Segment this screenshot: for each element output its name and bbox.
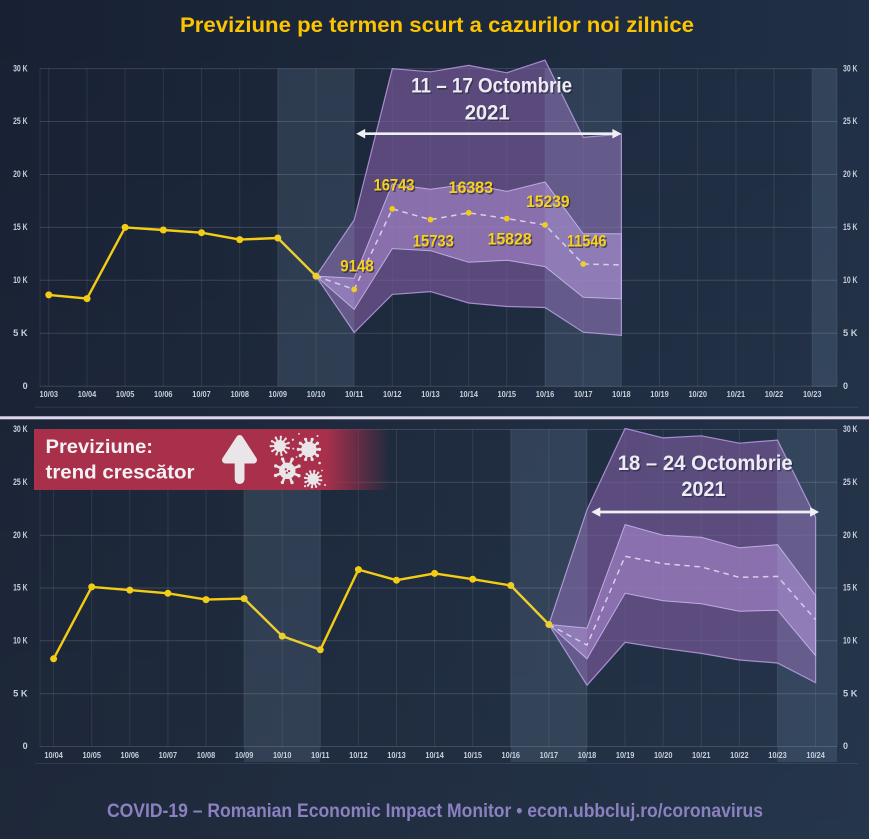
svg-text:20 K: 20 K	[843, 169, 858, 179]
svg-text:10/07: 10/07	[159, 751, 178, 760]
svg-text:10/04: 10/04	[78, 390, 97, 399]
svg-text:10/22: 10/22	[730, 751, 749, 760]
svg-text:15828: 15828	[489, 232, 533, 250]
svg-text:10/05: 10/05	[82, 751, 101, 760]
svg-text:15239: 15239	[526, 193, 570, 211]
svg-text:16743: 16743	[375, 178, 416, 196]
svg-text:10/11: 10/11	[345, 390, 364, 399]
svg-text:10/07: 10/07	[192, 390, 211, 399]
svg-text:2021: 2021	[465, 100, 510, 124]
svg-text:15 K: 15 K	[843, 222, 858, 232]
svg-text:10/10: 10/10	[273, 751, 292, 760]
svg-text:15 K: 15 K	[13, 222, 28, 232]
svg-text:15733: 15733	[414, 234, 455, 252]
svg-text:10/23: 10/23	[768, 751, 787, 760]
svg-text:0: 0	[23, 741, 28, 751]
svg-text:9148: 9148	[342, 259, 376, 277]
svg-text:5 K: 5 K	[843, 328, 858, 338]
svg-text:16383: 16383	[449, 179, 494, 197]
svg-text:15733: 15733	[413, 233, 454, 251]
svg-text:10/24: 10/24	[806, 751, 825, 760]
svg-text:16383: 16383	[450, 181, 495, 199]
svg-text:COVID-19 – Romanian Economic I: COVID-19 – Romanian Economic Impact Moni…	[107, 800, 763, 822]
svg-text:10/16: 10/16	[536, 390, 555, 399]
svg-text:30 K: 30 K	[843, 63, 858, 73]
svg-text:10/19: 10/19	[650, 390, 669, 399]
svg-text:10 K: 10 K	[843, 636, 858, 646]
svg-text:11546: 11546	[568, 234, 608, 252]
svg-text:10/15: 10/15	[498, 390, 517, 399]
svg-text:10/23: 10/23	[803, 390, 822, 399]
svg-text:10/04: 10/04	[44, 751, 63, 760]
svg-text:10/20: 10/20	[688, 390, 707, 399]
svg-text:10/09: 10/09	[269, 390, 288, 399]
svg-text:10/05: 10/05	[116, 390, 135, 399]
svg-text:18 – 24 Octombrie: 18 – 24 Octombrie	[618, 451, 793, 475]
svg-text:10/22: 10/22	[765, 390, 784, 399]
svg-text:20 K: 20 K	[13, 530, 28, 540]
svg-text:0: 0	[843, 381, 848, 391]
svg-text:10/19: 10/19	[616, 751, 635, 760]
svg-text:10/17: 10/17	[540, 751, 559, 760]
svg-text:Previziune:: Previziune:	[46, 437, 154, 458]
svg-text:10/12: 10/12	[383, 390, 402, 399]
svg-text:10/08: 10/08	[197, 751, 216, 760]
svg-text:0: 0	[843, 741, 848, 751]
svg-text:15 K: 15 K	[13, 583, 28, 593]
svg-text:25 K: 25 K	[13, 116, 28, 126]
svg-text:30 K: 30 K	[843, 424, 858, 434]
svg-text:10/13: 10/13	[387, 751, 406, 760]
svg-text:10/16: 10/16	[502, 751, 521, 760]
svg-text:11 – 17 Octombrie: 11 – 17 Octombrie	[411, 74, 572, 98]
svg-text:10/09: 10/09	[235, 751, 254, 760]
svg-text:15 K: 15 K	[843, 583, 858, 593]
svg-text:10/14: 10/14	[459, 390, 478, 399]
svg-text:25 K: 25 K	[843, 477, 858, 487]
svg-text:18 – 24 Octombrie: 18 – 24 Octombrie	[619, 452, 794, 476]
svg-text:25 K: 25 K	[843, 116, 858, 126]
svg-text:20 K: 20 K	[843, 530, 858, 540]
svg-text:2021: 2021	[683, 479, 727, 503]
svg-text:10/03: 10/03	[40, 390, 59, 399]
svg-text:5 K: 5 K	[13, 688, 28, 698]
svg-text:10/20: 10/20	[654, 751, 673, 760]
svg-text:10/18: 10/18	[578, 751, 597, 760]
svg-text:16743: 16743	[374, 177, 415, 195]
svg-text:10/11: 10/11	[311, 751, 330, 760]
svg-text:2021: 2021	[681, 477, 725, 501]
svg-text:trend crescător: trend crescător	[46, 463, 196, 484]
svg-text:0: 0	[23, 381, 28, 391]
svg-text:10/10: 10/10	[307, 390, 326, 399]
svg-text:5 K: 5 K	[843, 688, 858, 698]
svg-text:Previziune pe termen scurt a c: Previziune pe termen scurt a cazurilor n…	[180, 13, 694, 37]
svg-text:10/21: 10/21	[692, 751, 711, 760]
svg-text:10/14: 10/14	[425, 751, 444, 760]
svg-text:10 K: 10 K	[843, 275, 858, 285]
svg-text:10/15: 10/15	[463, 751, 482, 760]
svg-text:10/06: 10/06	[121, 751, 140, 760]
svg-text:9148: 9148	[340, 258, 374, 276]
svg-text:20 K: 20 K	[13, 169, 28, 179]
svg-text:10/08: 10/08	[230, 390, 249, 399]
svg-text:15239: 15239	[527, 194, 571, 212]
svg-text:5 K: 5 K	[13, 328, 28, 338]
svg-text:11 – 17 Octombrie: 11 – 17 Octombrie	[413, 75, 574, 99]
svg-text:30 K: 30 K	[13, 63, 28, 73]
svg-text:10/21: 10/21	[727, 390, 746, 399]
svg-text:15828: 15828	[488, 231, 532, 249]
svg-text:10 K: 10 K	[13, 636, 28, 646]
svg-text:10/17: 10/17	[574, 390, 593, 399]
svg-text:10/18: 10/18	[612, 390, 631, 399]
svg-text:2021: 2021	[466, 102, 511, 126]
svg-text:30 K: 30 K	[13, 424, 28, 434]
svg-text:10/06: 10/06	[154, 390, 173, 399]
svg-text:11546: 11546	[567, 233, 607, 251]
svg-text:10/13: 10/13	[421, 390, 440, 399]
svg-text:10 K: 10 K	[13, 275, 28, 285]
svg-text:10/12: 10/12	[349, 751, 368, 760]
svg-text:25 K: 25 K	[13, 477, 28, 487]
